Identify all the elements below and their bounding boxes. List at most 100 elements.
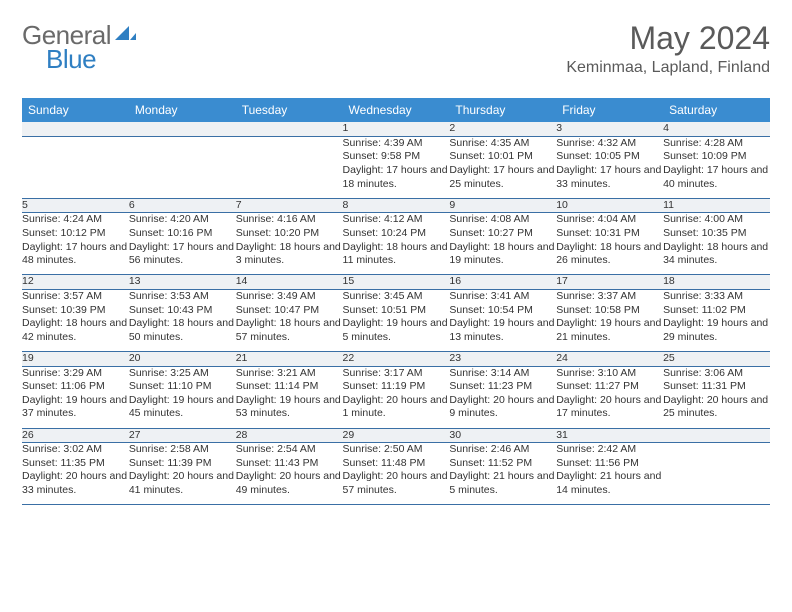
day-number-row: 1234 [22,122,770,136]
day-number: 31 [556,428,663,443]
day-cell: Sunrise: 3:49 AMSunset: 10:47 PMDaylight… [236,289,343,351]
calendar-table: Sunday Monday Tuesday Wednesday Thursday… [22,98,770,505]
day-number: 27 [129,428,236,443]
day-cell: Sunrise: 4:04 AMSunset: 10:31 PMDaylight… [556,213,663,275]
daylight-text: Daylight: 18 hours and 26 minutes. [556,241,663,268]
daylight-text: Daylight: 19 hours and 21 minutes. [556,317,663,344]
logo-sail-icon [115,24,137,47]
day-number-row: 12131415161718 [22,275,770,290]
day-number: 28 [236,428,343,443]
sunrise-text: Sunrise: 3:29 AM [22,367,129,381]
day-number: 4 [663,122,770,136]
daylight-text: Daylight: 17 hours and 25 minutes. [449,164,556,191]
daylight-text: Daylight: 17 hours and 56 minutes. [129,241,236,268]
day-detail-row: Sunrise: 3:02 AMSunset: 11:35 PMDaylight… [22,443,770,505]
day-cell: Sunrise: 4:32 AMSunset: 10:05 PMDaylight… [556,136,663,198]
daylight-text: Daylight: 18 hours and 19 minutes. [449,241,556,268]
sunrise-text: Sunrise: 4:28 AM [663,137,770,151]
daylight-text: Daylight: 20 hours and 25 minutes. [663,394,770,421]
day-number: 2 [449,122,556,136]
day-number: 17 [556,275,663,290]
sunrise-text: Sunrise: 3:53 AM [129,290,236,304]
daylight-text: Daylight: 20 hours and 33 minutes. [22,470,129,497]
day-cell: Sunrise: 4:35 AMSunset: 10:01 PMDaylight… [449,136,556,198]
day-number: 23 [449,351,556,366]
daylight-text: Daylight: 20 hours and 17 minutes. [556,394,663,421]
sunset-text: Sunset: 10:24 PM [343,227,450,241]
day-cell: Sunrise: 4:28 AMSunset: 10:09 PMDaylight… [663,136,770,198]
sunrise-text: Sunrise: 3:10 AM [556,367,663,381]
day-number: 21 [236,351,343,366]
sunrise-text: Sunrise: 3:37 AM [556,290,663,304]
day-cell: Sunrise: 4:16 AMSunset: 10:20 PMDaylight… [236,213,343,275]
day-number: 30 [449,428,556,443]
sunrise-text: Sunrise: 4:12 AM [343,213,450,227]
sunrise-text: Sunrise: 4:32 AM [556,137,663,151]
day-cell: Sunrise: 2:46 AMSunset: 11:52 PMDaylight… [449,443,556,505]
day-number-row: 262728293031 [22,428,770,443]
day-number: 29 [343,428,450,443]
day-number: 11 [663,198,770,213]
day-number: 12 [22,275,129,290]
sunrise-text: Sunrise: 3:02 AM [22,443,129,457]
daylight-text: Daylight: 18 hours and 3 minutes. [236,241,343,268]
daylight-text: Daylight: 20 hours and 9 minutes. [449,394,556,421]
day-cell [663,443,770,505]
day-cell: Sunrise: 2:42 AMSunset: 11:56 PMDaylight… [556,443,663,505]
day-cell: Sunrise: 3:41 AMSunset: 10:54 PMDaylight… [449,289,556,351]
daylight-text: Daylight: 19 hours and 53 minutes. [236,394,343,421]
sunset-text: Sunset: 11:35 PM [22,457,129,471]
day-cell: Sunrise: 2:54 AMSunset: 11:43 PMDaylight… [236,443,343,505]
day-cell: Sunrise: 3:37 AMSunset: 10:58 PMDaylight… [556,289,663,351]
sunset-text: Sunset: 11:14 PM [236,380,343,394]
sunrise-text: Sunrise: 2:42 AM [556,443,663,457]
day-number [663,428,770,443]
day-cell: Sunrise: 3:33 AMSunset: 11:02 PMDaylight… [663,289,770,351]
sunset-text: Sunset: 10:47 PM [236,304,343,318]
sunset-text: Sunset: 11:10 PM [129,380,236,394]
sunrise-text: Sunrise: 3:45 AM [343,290,450,304]
daylight-text: Daylight: 20 hours and 41 minutes. [129,470,236,497]
sunrise-text: Sunrise: 4:39 AM [343,137,450,151]
day-number: 25 [663,351,770,366]
sunset-text: Sunset: 10:58 PM [556,304,663,318]
day-cell: Sunrise: 4:24 AMSunset: 10:12 PMDaylight… [22,213,129,275]
daylight-text: Daylight: 19 hours and 5 minutes. [343,317,450,344]
dow-header: Friday [556,98,663,122]
sunset-text: Sunset: 10:51 PM [343,304,450,318]
sunset-text: Sunset: 10:39 PM [22,304,129,318]
day-detail-row: Sunrise: 3:29 AMSunset: 11:06 PMDaylight… [22,366,770,428]
dow-header: Sunday [22,98,129,122]
sunrise-text: Sunrise: 3:06 AM [663,367,770,381]
day-number: 7 [236,198,343,213]
sunset-text: Sunset: 11:31 PM [663,380,770,394]
daylight-text: Daylight: 19 hours and 45 minutes. [129,394,236,421]
day-number: 5 [22,198,129,213]
day-detail-row: Sunrise: 4:39 AMSunset: 9:58 PMDaylight:… [22,136,770,198]
day-number: 20 [129,351,236,366]
daylight-text: Daylight: 21 hours and 5 minutes. [449,470,556,497]
day-cell [22,136,129,198]
day-cell: Sunrise: 2:58 AMSunset: 11:39 PMDaylight… [129,443,236,505]
sunset-text: Sunset: 10:16 PM [129,227,236,241]
day-cell: Sunrise: 3:10 AMSunset: 11:27 PMDaylight… [556,366,663,428]
day-number: 18 [663,275,770,290]
day-number: 1 [343,122,450,136]
day-number-row: 567891011 [22,198,770,213]
day-number: 13 [129,275,236,290]
sunrise-text: Sunrise: 4:24 AM [22,213,129,227]
day-number: 3 [556,122,663,136]
sunrise-text: Sunrise: 2:50 AM [343,443,450,457]
sunset-text: Sunset: 11:48 PM [343,457,450,471]
sunrise-text: Sunrise: 2:46 AM [449,443,556,457]
daylight-text: Daylight: 17 hours and 48 minutes. [22,241,129,268]
sunset-text: Sunset: 10:54 PM [449,304,556,318]
sunrise-text: Sunrise: 3:17 AM [343,367,450,381]
day-detail-row: Sunrise: 3:57 AMSunset: 10:39 PMDaylight… [22,289,770,351]
sunset-text: Sunset: 11:43 PM [236,457,343,471]
day-number: 24 [556,351,663,366]
month-title: May 2024 [566,20,770,57]
day-cell: Sunrise: 4:00 AMSunset: 10:35 PMDaylight… [663,213,770,275]
day-number [236,122,343,136]
sunset-text: Sunset: 10:01 PM [449,150,556,164]
